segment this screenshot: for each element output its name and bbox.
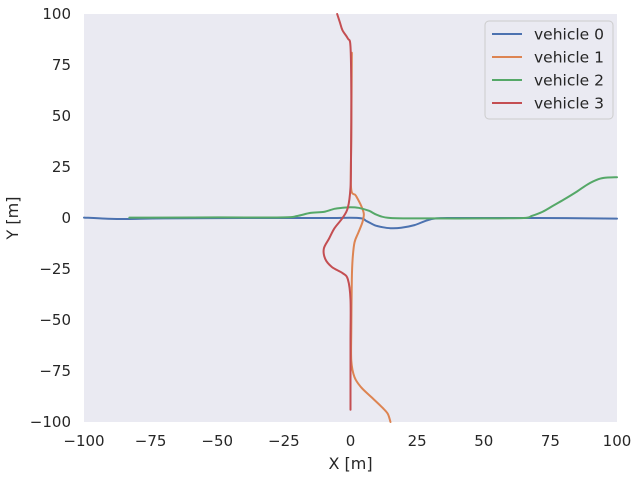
y-tick-label: 25 — [52, 158, 71, 176]
legend-label-0: vehicle 0 — [534, 26, 604, 44]
x-tick-labels: −100 −75 −50 −25 0 25 50 75 100 — [63, 432, 631, 450]
y-tick-labels: −100 −75 −50 −25 0 25 50 75 100 — [30, 5, 71, 431]
x-axis-label: X [m] — [328, 454, 372, 473]
legend: vehicle 0 vehicle 1 vehicle 2 vehicle 3 — [484, 20, 614, 120]
legend-label-3: vehicle 3 — [534, 95, 604, 113]
x-tick-label: 25 — [408, 432, 427, 450]
legend-box — [484, 20, 614, 120]
series-line-3 — [322, 13, 353, 411]
y-tick-label: −25 — [39, 260, 71, 278]
x-tick-label: −25 — [268, 432, 300, 450]
y-tick-label: 0 — [61, 209, 71, 227]
x-tick-label: 75 — [541, 432, 560, 450]
y-tick-label: 75 — [52, 56, 71, 74]
x-tick-label: 50 — [474, 432, 493, 450]
legend-label-2: vehicle 2 — [534, 72, 604, 90]
series-layer — [83, 13, 618, 423]
y-tick-label: −100 — [30, 413, 71, 431]
y-tick-label: 100 — [42, 5, 71, 23]
series-line-2 — [128, 176, 618, 220]
x-tick-label: −50 — [201, 432, 233, 450]
legend-label-1: vehicle 1 — [534, 49, 604, 67]
x-tick-label: 100 — [603, 432, 632, 450]
x-tick-label: −100 — [63, 432, 104, 450]
y-tick-label: −75 — [39, 362, 71, 380]
series-line-1 — [349, 51, 392, 423]
y-tick-label: 50 — [52, 107, 71, 125]
x-tick-label: 0 — [346, 432, 356, 450]
y-axis-label: Y [m] — [3, 197, 22, 241]
x-tick-label: −75 — [135, 432, 167, 450]
y-tick-label: −50 — [39, 311, 71, 329]
